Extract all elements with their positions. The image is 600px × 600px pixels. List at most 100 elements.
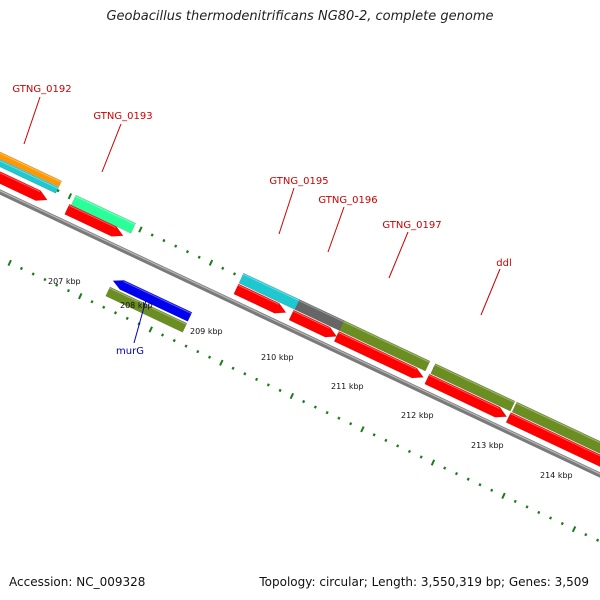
outer-ring-minor-tick [221, 266, 225, 270]
accession-text: Accession: NC_009328 [9, 575, 146, 589]
inner-ring-major-tick [219, 359, 224, 366]
scale-label-208-kbp: 208 kbp [120, 301, 153, 310]
outer-ring-minor-tick [232, 272, 237, 276]
inner-ring-minor-tick [208, 355, 212, 359]
inner-ring-minor-tick [19, 266, 23, 271]
gene-label-murg: murG [116, 346, 144, 357]
inner-ring-major-tick [148, 326, 153, 333]
inner-ring-minor-tick [66, 288, 71, 293]
inner-ring-major-tick [430, 459, 436, 466]
leader-line-murg [133, 299, 147, 344]
inner-ring-major-tick [501, 492, 506, 499]
cog-bar-gtng-0192-orange-highlight [0, 152, 62, 183]
scale-label-207-kbp: 207 kbp [48, 277, 81, 286]
gene-label-ddl: ddl [496, 258, 511, 269]
inner-ring-minor-tick [313, 405, 317, 409]
inner-ring-minor-tick [560, 521, 564, 526]
cog-bar-gtng-0193-highlight [75, 195, 136, 225]
backbone-line [0, 189, 600, 478]
inner-ring-minor-tick [419, 455, 423, 459]
inner-ring-minor-tick [243, 372, 247, 376]
outer-ring-minor-tick [185, 250, 190, 254]
cds-arrow-gtng-0193-highlight [68, 204, 117, 228]
inner-ring-minor-tick [372, 433, 376, 437]
scale-label-212-kbp: 212 kbp [401, 411, 434, 420]
cog-bar-gtng-0195-highlight [242, 273, 300, 302]
cog-bar-next-highlight [516, 402, 600, 444]
cog-bar-gtng-0197-highlight [343, 321, 430, 363]
label-leaders [23, 96, 501, 344]
inner-ring-minor-tick [396, 444, 400, 448]
inner-ring-minor-tick [490, 488, 494, 492]
inner-ring-minor-tick [255, 377, 259, 382]
gene-label-gtng-0196: GTNG_0196 [318, 195, 377, 206]
cog-bar-murg [105, 286, 188, 333]
inner-ring-minor-tick [478, 483, 482, 487]
cds-arrow-ddl-highlight [428, 374, 500, 409]
cog-bar-gtng-0192-cyan-highlight [0, 160, 59, 189]
inner-ring-minor-tick [596, 538, 600, 542]
inner-ring-minor-tick [43, 277, 47, 282]
outer-ring-minor-tick [150, 233, 154, 237]
cds-arrow-next [505, 412, 600, 467]
cds-arrow-murg [112, 280, 193, 322]
inner-ring-minor-tick [349, 422, 353, 426]
inner-ring-minor-tick [184, 344, 188, 348]
inner-ring-minor-tick [278, 388, 282, 393]
inner-ring-minor-tick [443, 466, 447, 470]
cog-bar-gtng-0192-cyan [0, 159, 59, 194]
leader-line-gtng-0195 [278, 187, 295, 235]
inner-ring-minor-tick [231, 366, 235, 370]
genome-title: Geobacillus thermodenitrificans NG80-2, … [106, 9, 494, 24]
inner-ring-minor-tick [337, 416, 341, 420]
inner-ring-major-tick [289, 392, 295, 400]
cog-bar-ddl [430, 363, 516, 412]
inner-ring-minor-tick [90, 300, 94, 304]
cds-arrow-gtng-0192-highlight [0, 172, 41, 193]
inner-ring-minor-tick [196, 349, 200, 354]
cds-arrow-gtng-0196 [288, 309, 338, 338]
inner-ring-minor-tick [407, 449, 411, 454]
backbone [0, 189, 600, 478]
labels: 207 kbp 208 kbp 209 kbp 210 kbp 211 kbp 212 k… [12, 84, 572, 480]
scale-label-213-kbp: 213 kbp [471, 441, 504, 450]
inner-ring-minor-tick [55, 283, 59, 287]
outer-ring-major-tick [138, 226, 143, 233]
scale-label-211-kbp: 211 kbp [331, 382, 364, 391]
outer-ring-minor-tick [174, 244, 178, 248]
feature-rings [0, 151, 600, 467]
cog-bar-gtng-0196-highlight [298, 300, 344, 323]
inner-ring-minor-tick [302, 399, 306, 404]
inner-ring-minor-tick [113, 311, 118, 315]
inner-ring-minor-tick [454, 471, 459, 476]
tick-rings [7, 166, 600, 542]
cds-arrow-next-highlight [510, 413, 600, 457]
backbone-highlight [0, 190, 600, 475]
scale-label-209-kbp: 209 kbp [190, 327, 223, 336]
cds-arrow-gtng-0195-highlight [237, 284, 279, 305]
cog-bar-gtng-0197 [338, 320, 431, 372]
cds-arrow-murg-highlight [123, 281, 192, 314]
cog-bar-murg-highlight [109, 287, 187, 325]
inner-ring-minor-tick [537, 510, 541, 515]
inner-ring-minor-tick [466, 477, 470, 481]
leader-line-gtng-0197 [388, 231, 409, 279]
leader-line-gtng-0192 [23, 96, 41, 145]
cog-bar-next [511, 401, 600, 454]
inner-ring-minor-tick [513, 499, 517, 504]
inner-ring-minor-tick [266, 383, 270, 387]
inner-ring-minor-tick [172, 338, 176, 343]
outer-ring-major-tick [208, 259, 214, 266]
inner-ring-minor-tick [31, 272, 35, 276]
outer-ring-minor-tick [56, 189, 60, 193]
inner-ring-minor-tick [102, 305, 106, 309]
cds-arrow-gtng-0196-highlight [292, 310, 330, 329]
cds-arrow-gtng-0193 [64, 203, 124, 237]
cog-bar-gtng-0192-orange [0, 151, 63, 188]
inner-ring-major-tick [571, 525, 577, 533]
cog-bar-gtng-0193 [70, 194, 136, 234]
gene-label-gtng-0192: GTNG_0192 [12, 84, 71, 95]
inner-ring-minor-tick [325, 410, 329, 415]
inner-ring-minor-tick [384, 438, 388, 443]
